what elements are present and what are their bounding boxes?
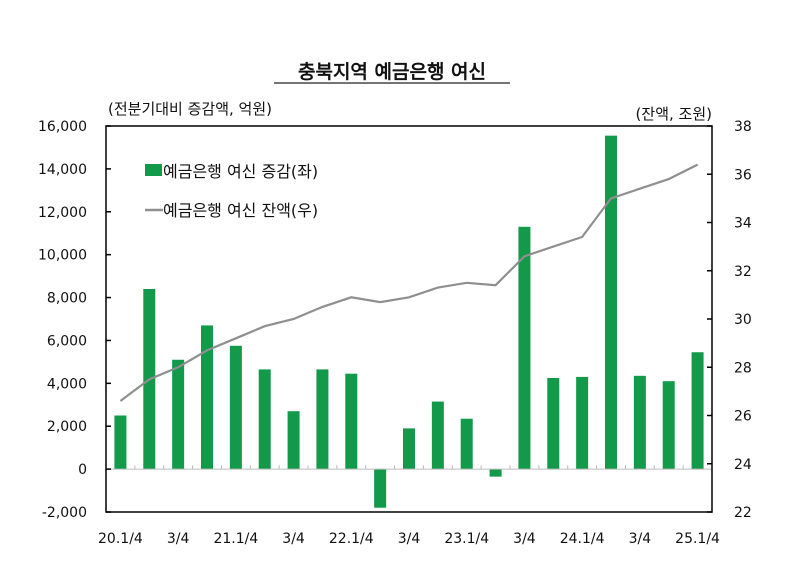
left-tick-label: 12,000 <box>38 205 87 221</box>
legend-line-label: 예금은행 여신 잔액(우) <box>163 201 318 220</box>
bar <box>518 226 531 470</box>
chart-title: 충북지역 예금은행 여신 <box>298 61 486 83</box>
right-tick-label: 24 <box>734 457 752 473</box>
bar <box>258 369 271 470</box>
bar <box>576 376 589 470</box>
left-tick-label: 0 <box>78 462 87 478</box>
bar <box>691 352 704 470</box>
right-tick-label: 36 <box>734 167 752 183</box>
right-tick-label: 28 <box>734 360 752 376</box>
bar <box>201 325 213 470</box>
legend-bar-swatch <box>145 164 162 176</box>
bar <box>229 345 242 470</box>
x-tick-label: 3/4 <box>629 531 652 547</box>
bar <box>431 401 444 470</box>
bar <box>114 415 127 470</box>
bar <box>547 377 560 470</box>
left-tick-label: 6,000 <box>47 333 87 349</box>
bar <box>605 135 617 470</box>
bar <box>633 375 646 470</box>
bar <box>345 373 358 470</box>
bar <box>316 369 329 470</box>
right-tick-label: 30 <box>734 312 752 328</box>
x-tick-label: 25.1/4 <box>675 531 720 547</box>
left-tick-label: 2,000 <box>47 419 87 435</box>
x-tick-label: 3/4 <box>398 531 421 547</box>
bar <box>662 381 675 470</box>
x-tick-label: 23.1/4 <box>444 531 489 547</box>
x-tick-label: 21.1/4 <box>213 531 258 547</box>
right-tick-label: 26 <box>734 409 752 425</box>
bar <box>374 469 387 508</box>
legend-bar-label: 예금은행 여신 증감(좌) <box>163 162 318 181</box>
bar <box>460 418 473 470</box>
right-tick-label: 34 <box>734 216 752 232</box>
x-tick-label: 24.1/4 <box>560 531 605 547</box>
right-axis-label: (잔액, 조원) <box>636 105 712 123</box>
bar <box>287 411 300 470</box>
balance-line <box>119 163 699 402</box>
bar <box>489 469 502 477</box>
left-axis-label: (전분기대비 증감액, 억원) <box>108 100 272 118</box>
x-tick-label: 22.1/4 <box>329 531 374 547</box>
left-tick-label: 14,000 <box>38 162 87 178</box>
left-tick-label: -2,000 <box>42 505 87 521</box>
bar <box>403 428 415 470</box>
x-tick-label: 3/4 <box>282 531 305 547</box>
left-tick-label: 16,000 <box>38 119 87 135</box>
left-tick-label: 4,000 <box>47 376 87 392</box>
legend: 예금은행 여신 증감(좌) 예금은행 여신 잔액(우) <box>145 162 318 220</box>
x-tick-label: 20.1/4 <box>98 531 143 547</box>
left-tick-label: 8,000 <box>47 291 87 307</box>
x-tick-label: 3/4 <box>513 531 536 547</box>
x-tick-label: 3/4 <box>167 531 190 547</box>
bar <box>172 359 185 470</box>
right-tick-label: 22 <box>734 505 752 521</box>
right-tick-label: 38 <box>734 119 752 135</box>
right-tick-label: 32 <box>734 264 752 280</box>
left-tick-label: 10,000 <box>38 248 87 264</box>
